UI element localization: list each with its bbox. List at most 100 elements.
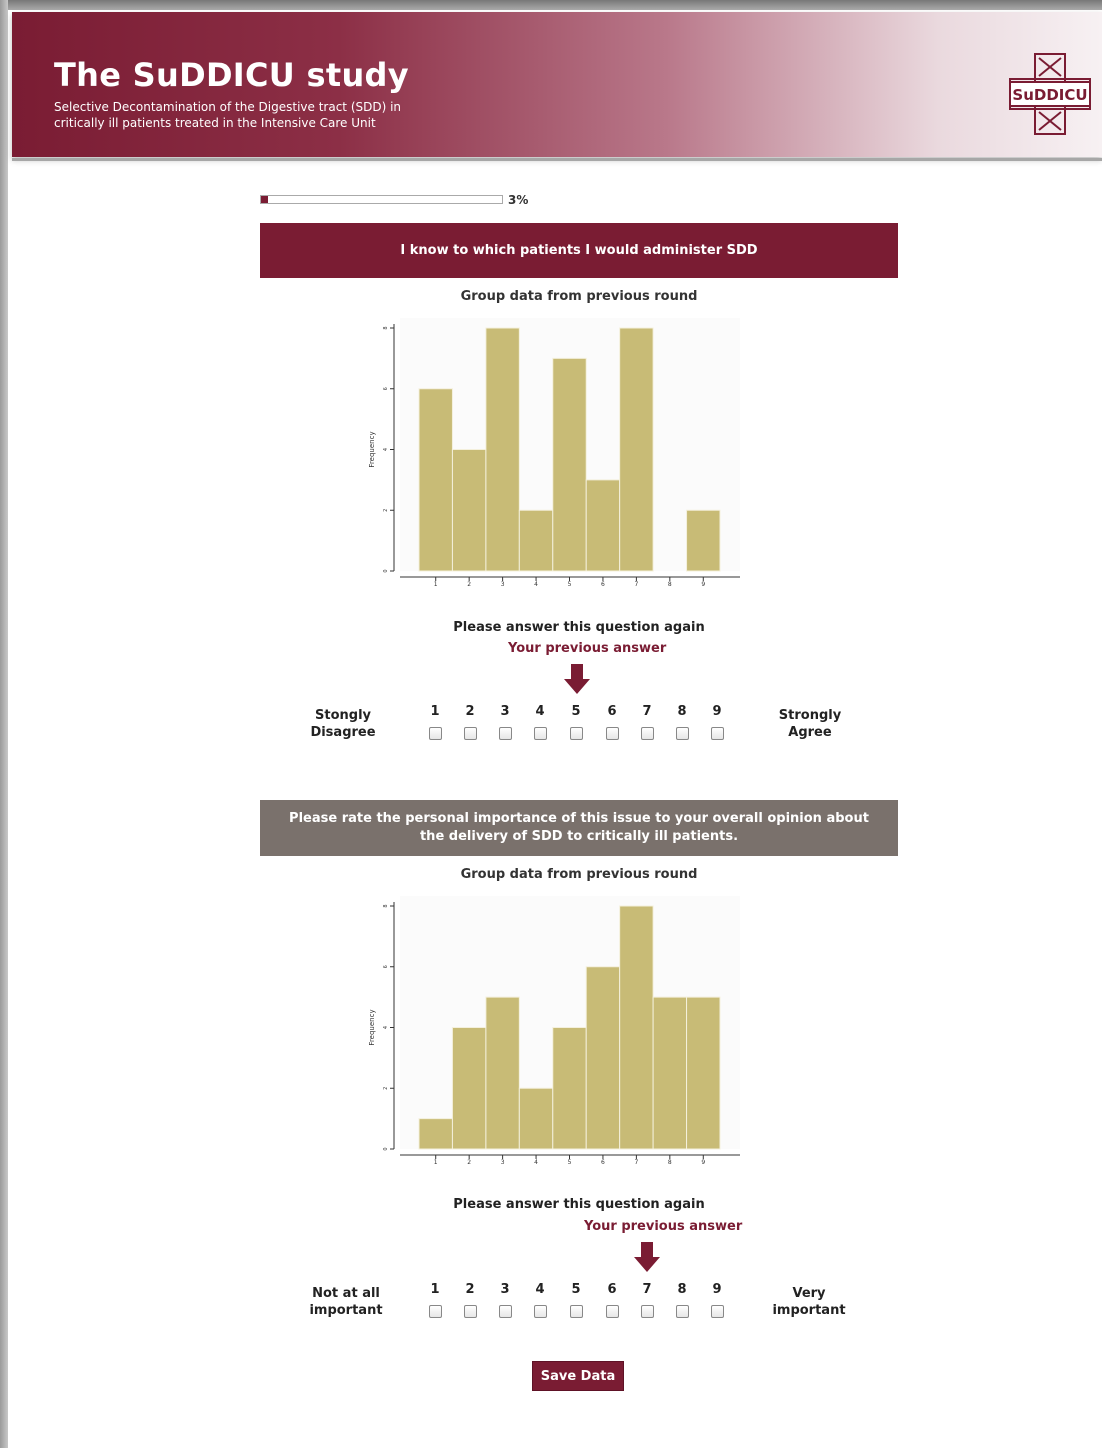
group-data-title-2: Group data from previous round <box>460 867 698 882</box>
group-data-chart-1: 0 2 4 6 8 Frequency 1 2 3 4 5 6 7 8 9 <box>368 318 740 586</box>
scale-number-7: 7 <box>642 1282 652 1297</box>
x-tick-label: 2 <box>467 1159 471 1164</box>
scale-number-5: 5 <box>571 1282 581 1297</box>
rating-checkbox-5[interactable] <box>570 727 583 740</box>
header-divider <box>12 158 1102 161</box>
scale-number-9: 9 <box>712 704 722 719</box>
scale-number-6: 6 <box>607 1282 617 1297</box>
question-2-banner-line-1: Please rate the personal importance of t… <box>289 811 869 826</box>
x-tick-label: 7 <box>634 1159 638 1164</box>
scale-number-3: 3 <box>500 704 510 719</box>
y-tick-label: 4 <box>383 1026 389 1029</box>
scale-number-3: 3 <box>500 1282 510 1297</box>
bar <box>585 479 621 572</box>
rating-checkbox-8[interactable] <box>676 727 689 740</box>
rating-checkbox-6[interactable] <box>606 727 619 740</box>
x-tick-label: 2 <box>467 581 471 586</box>
rating-checkbox-1[interactable] <box>429 727 442 740</box>
rating-checkbox-3[interactable] <box>499 1305 512 1318</box>
y-tick-label: 2 <box>383 509 389 512</box>
page-header: The SuDDICU study Selective Decontaminat… <box>12 12 1102 157</box>
rating-checkbox-1[interactable] <box>429 1305 442 1318</box>
page-subtitle: Selective Decontamination of the Digesti… <box>54 99 574 131</box>
x-tick-label: 3 <box>501 1159 505 1164</box>
rating-checkbox-4[interactable] <box>534 1305 547 1318</box>
progress-label: 3% <box>508 193 529 207</box>
page-title: The SuDDICU study <box>54 56 409 94</box>
y-tick-label: 8 <box>383 326 389 329</box>
y-tick-label: 0 <box>383 569 389 572</box>
bar <box>552 357 587 572</box>
y-tick-label: 6 <box>383 965 389 968</box>
x-tick-label: 4 <box>534 581 538 586</box>
rating-checkbox-7[interactable] <box>641 1305 654 1318</box>
scale-number-9: 9 <box>712 1282 722 1297</box>
bar <box>552 1027 587 1150</box>
previous-answer-arrow-icon-1 <box>564 664 590 694</box>
bar <box>686 996 721 1150</box>
scale-number-2: 2 <box>465 1282 475 1297</box>
rating-checkbox-9[interactable] <box>711 1305 724 1318</box>
bar <box>451 1027 487 1150</box>
bar <box>686 509 721 572</box>
previous-answer-label-1: Your previous answer <box>508 641 667 656</box>
bar <box>418 388 453 572</box>
scale-number-2: 2 <box>465 704 475 719</box>
group-data-chart-2: 0 2 4 6 8 Frequency 1 2 3 4 5 6 7 8 9 <box>368 896 740 1164</box>
subtitle-line-2: critically ill patients treated in the I… <box>54 116 376 130</box>
x-tick-label: 7 <box>634 581 638 586</box>
scale-right-label-1: Strongly Agree <box>778 708 842 740</box>
x-tick-label: 6 <box>601 581 605 586</box>
previous-answer-arrow-icon-2 <box>634 1242 660 1272</box>
x-tick-label: 8 <box>668 581 672 586</box>
question-1-banner: I know to which patients I would adminis… <box>260 223 898 278</box>
x-tick-label: 3 <box>501 581 505 586</box>
bar <box>619 905 654 1150</box>
scale-right-label-2: Very important <box>772 1286 846 1318</box>
x-tick-label: 9 <box>701 581 705 586</box>
y-tick-label: 6 <box>383 387 389 390</box>
scale-number-4: 4 <box>535 1282 545 1297</box>
rating-checkbox-4[interactable] <box>534 727 547 740</box>
scale-number-4: 4 <box>535 704 545 719</box>
y-tick-label: 4 <box>383 448 389 451</box>
window-top-border <box>0 0 1102 10</box>
x-tick-label: 1 <box>434 581 438 586</box>
logo-text: SuDDICU <box>1012 86 1087 104</box>
rating-checkbox-6[interactable] <box>606 1305 619 1318</box>
x-tick-label: 1 <box>434 1159 438 1164</box>
save-data-button[interactable]: Save Data <box>532 1361 624 1391</box>
rating-checkbox-9[interactable] <box>711 727 724 740</box>
rating-checkbox-8[interactable] <box>676 1305 689 1318</box>
scale-number-5: 5 <box>571 704 581 719</box>
rating-checkbox-2[interactable] <box>464 727 477 740</box>
x-tick-label: 9 <box>701 1159 705 1164</box>
y-tick-label: 8 <box>383 904 389 907</box>
rating-checkbox-5[interactable] <box>570 1305 583 1318</box>
answer-again-label-2: Please answer this question again <box>453 1197 705 1212</box>
answer-again-label-1: Please answer this question again <box>453 620 705 635</box>
x-tick-label: 5 <box>568 581 572 586</box>
progress-fill <box>261 196 269 203</box>
bar <box>585 966 621 1150</box>
x-tick-label: 5 <box>568 1159 572 1164</box>
scale-number-1: 1 <box>430 1282 440 1297</box>
bar <box>485 996 520 1150</box>
scale-left-label-2: Not at all important <box>309 1286 383 1318</box>
scale-number-7: 7 <box>642 704 652 719</box>
question-2-banner-line-2: the delivery of SDD to critically ill pa… <box>419 829 739 844</box>
bar <box>518 1087 554 1150</box>
x-tick-label: 6 <box>601 1159 605 1164</box>
window-left-border <box>0 0 8 1448</box>
rating-checkbox-3[interactable] <box>499 727 512 740</box>
subtitle-line-1: Selective Decontamination of the Digesti… <box>54 100 402 114</box>
progress-bar <box>260 195 503 204</box>
scale-left-label-1: Stongly Disagree <box>310 708 376 740</box>
bar <box>619 327 654 572</box>
suddicu-logo: SuDDICU <box>1009 53 1091 135</box>
scale-number-8: 8 <box>677 704 687 719</box>
rating-checkbox-7[interactable] <box>641 727 654 740</box>
y-tick-label: 0 <box>383 1147 389 1150</box>
x-tick-label: 8 <box>668 1159 672 1164</box>
rating-checkbox-2[interactable] <box>464 1305 477 1318</box>
